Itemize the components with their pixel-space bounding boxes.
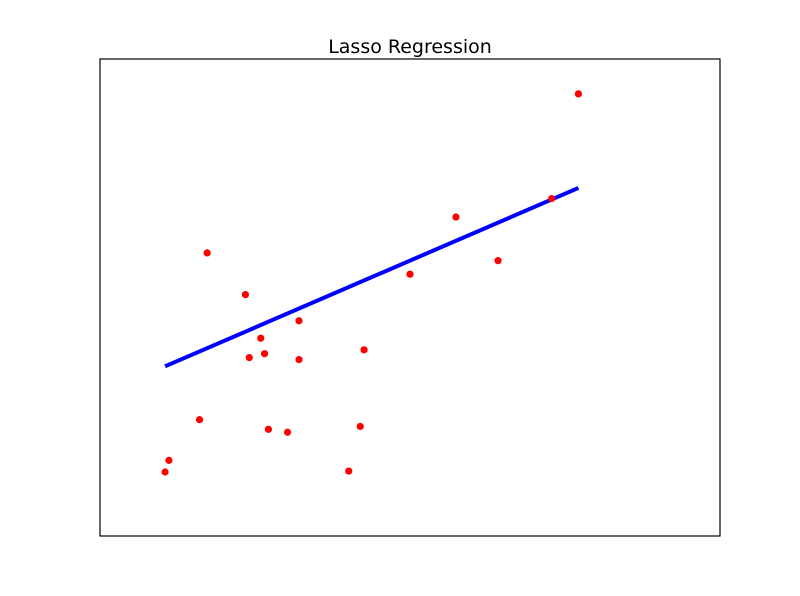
data-point — [574, 90, 582, 98]
data-point — [452, 213, 460, 221]
data-point — [165, 456, 173, 464]
data-point — [345, 467, 353, 475]
regression-line — [164, 186, 580, 369]
data-point — [161, 468, 169, 476]
data-point — [360, 346, 368, 354]
data-point — [494, 257, 502, 265]
plot-area — [99, 58, 721, 537]
data-point — [241, 290, 250, 299]
data-point — [295, 317, 303, 325]
data-point — [295, 355, 303, 364]
data-point — [257, 334, 265, 342]
data-point — [260, 350, 269, 358]
chart-title: Lasso Regression — [328, 36, 492, 58]
data-point — [264, 425, 272, 433]
data-point — [406, 270, 414, 278]
data-point — [548, 195, 556, 203]
chart-marks — [161, 90, 582, 476]
data-point — [283, 428, 292, 436]
data-point — [356, 422, 364, 431]
data-point — [203, 249, 211, 257]
data-point — [195, 416, 204, 424]
data-point — [245, 354, 253, 362]
